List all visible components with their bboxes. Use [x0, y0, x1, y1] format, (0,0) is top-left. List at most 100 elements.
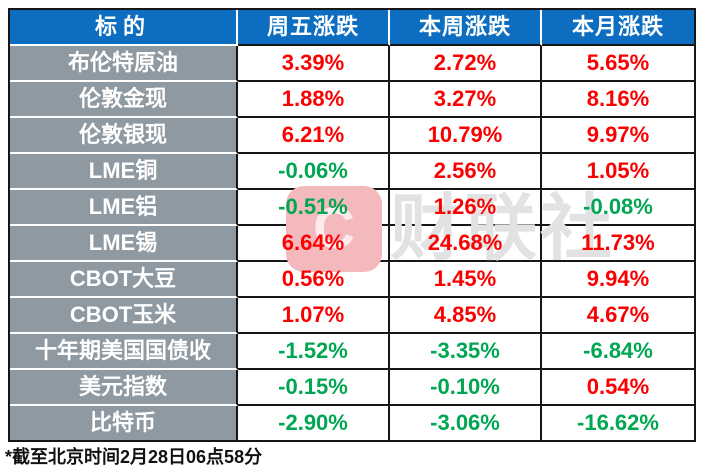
header-row: 标的 周五涨跌 本周涨跌 本月涨跌	[10, 10, 694, 46]
change-value: 24.68%	[427, 230, 503, 255]
change-value: 1.26%	[433, 194, 497, 219]
change-value-cell: 1.88%	[238, 82, 390, 118]
change-value-cell: -0.08%	[542, 190, 694, 226]
row-label-text: 美元指数	[78, 374, 167, 399]
change-value-cell: 3.27%	[390, 82, 542, 118]
column-header: 标的	[10, 10, 238, 46]
row-label: 布伦特原油	[10, 46, 238, 82]
table-row: 十年期美国国债收 -1.52% -3.35% -6.84%	[10, 334, 694, 370]
change-value-cell: -0.10%	[390, 370, 542, 406]
row-label: 十年期美国国债收	[10, 334, 238, 370]
change-value-cell: 10.79%	[390, 118, 542, 154]
change-value-cell: -16.62%	[542, 406, 694, 440]
row-label-text: LME铝	[88, 194, 158, 219]
change-value-cell: -0.51%	[238, 190, 390, 226]
change-value-cell: -0.15%	[238, 370, 390, 406]
table-body: 布伦特原油 3.39% 2.72% 5.65% 伦敦金现 1.88% 3.27% 8.16% 伦…	[10, 46, 694, 440]
table-row: 伦敦金现 1.88% 3.27% 8.16%	[10, 82, 694, 118]
change-value: 0.54%	[586, 374, 650, 399]
change-value: 8.16%	[586, 86, 650, 111]
change-value: 0.56%	[281, 266, 345, 291]
table-row: LME锡 6.64% 24.68% 11.73%	[10, 226, 694, 262]
row-label-text: 比特币	[89, 410, 156, 435]
row-label-text: CBOT大豆	[69, 266, 177, 291]
change-value-cell: 24.68%	[390, 226, 542, 262]
change-value-cell: 1.07%	[238, 298, 390, 334]
change-value-cell: 9.94%	[542, 262, 694, 298]
change-value-cell: -2.90%	[238, 406, 390, 440]
change-value: -0.10%	[430, 374, 500, 399]
change-value: 2.56%	[433, 158, 497, 183]
change-value: 4.67%	[586, 302, 650, 327]
row-label: 伦敦银现	[10, 118, 238, 154]
change-value-cell: 4.85%	[390, 298, 542, 334]
change-value: 11.73%	[581, 230, 655, 255]
change-value: 2.72%	[433, 50, 497, 75]
change-value-cell: 5.65%	[542, 46, 694, 82]
change-value: 6.64%	[281, 230, 345, 255]
change-value-cell: -1.52%	[238, 334, 390, 370]
column-header-label: 本月涨跌	[571, 14, 664, 39]
change-value: 6.21%	[281, 122, 345, 147]
table-row: 布伦特原油 3.39% 2.72% 5.65%	[10, 46, 694, 82]
row-label: CBOT玉米	[10, 298, 238, 334]
change-value-cell: 1.26%	[390, 190, 542, 226]
change-value: 4.85%	[433, 302, 497, 327]
column-header: 本月涨跌	[542, 10, 694, 46]
row-label: CBOT大豆	[10, 262, 238, 298]
change-value-cell: 6.64%	[238, 226, 390, 262]
market-changes-table: 标的 周五涨跌 本周涨跌 本月涨跌 布伦特原油 3.39% 2.72% 5.65% 伦敦金现 1…	[8, 8, 696, 442]
row-label-text: CBOT玉米	[69, 302, 177, 327]
change-value: -0.08%	[583, 194, 653, 219]
row-label: 伦敦金现	[10, 82, 238, 118]
change-value: 3.27%	[433, 86, 497, 111]
table-row: LME铝 -0.51% 1.26% -0.08%	[10, 190, 694, 226]
column-header-label: 本周涨跌	[418, 14, 511, 39]
row-label: 比特币	[10, 406, 238, 440]
change-value: -0.06%	[278, 158, 348, 183]
change-value: -1.52%	[278, 338, 348, 363]
footnote: *截至北京时间2月28日06点58分	[5, 447, 263, 467]
change-value-cell: 2.56%	[390, 154, 542, 190]
change-value-cell: -3.35%	[390, 334, 542, 370]
change-value: 10.79%	[427, 122, 503, 147]
row-label: 美元指数	[10, 370, 238, 406]
change-value: 1.07%	[281, 302, 345, 327]
change-value-cell: -3.06%	[390, 406, 542, 440]
row-label: LME锡	[10, 226, 238, 262]
change-value-cell: 9.97%	[542, 118, 694, 154]
column-header-label: 周五涨跌	[266, 14, 359, 39]
table-row: 伦敦银现 6.21% 10.79% 9.97%	[10, 118, 694, 154]
change-value: -0.15%	[278, 374, 348, 399]
row-label-text: LME锡	[88, 230, 158, 255]
change-value-cell: 3.39%	[238, 46, 390, 82]
row-label-text: 伦敦银现	[78, 122, 167, 147]
table-row: LME铜 -0.06% 2.56% 1.05%	[10, 154, 694, 190]
row-label-text: LME铜	[88, 158, 158, 183]
table-row: CBOT大豆 0.56% 1.45% 9.94%	[10, 262, 694, 298]
column-header: 本周涨跌	[390, 10, 542, 46]
column-header-label: 标的	[94, 14, 151, 39]
change-value: -3.06%	[430, 410, 500, 435]
table-row: 比特币 -2.90% -3.06% -16.62%	[10, 406, 694, 440]
change-value: -6.84%	[583, 338, 653, 363]
change-value-cell: 0.54%	[542, 370, 694, 406]
change-value-cell: 2.72%	[390, 46, 542, 82]
change-value-cell: -0.06%	[238, 154, 390, 190]
change-value: 5.65%	[586, 50, 650, 75]
change-value-cell: 6.21%	[238, 118, 390, 154]
change-value-cell: 0.56%	[238, 262, 390, 298]
change-value: 9.94%	[586, 266, 650, 291]
change-value-cell: 1.45%	[390, 262, 542, 298]
row-label: LME铝	[10, 190, 238, 226]
table-row: 美元指数 -0.15% -0.10% 0.54%	[10, 370, 694, 406]
change-value: 9.97%	[586, 122, 650, 147]
row-label-text: 伦敦金现	[78, 86, 167, 111]
change-value: 1.88%	[281, 86, 345, 111]
change-value: 1.45%	[433, 266, 497, 291]
change-value: 1.05%	[586, 158, 650, 183]
change-value: -0.51%	[278, 194, 348, 219]
table-row: CBOT玉米 1.07% 4.85% 4.67%	[10, 298, 694, 334]
change-value-cell: 4.67%	[542, 298, 694, 334]
